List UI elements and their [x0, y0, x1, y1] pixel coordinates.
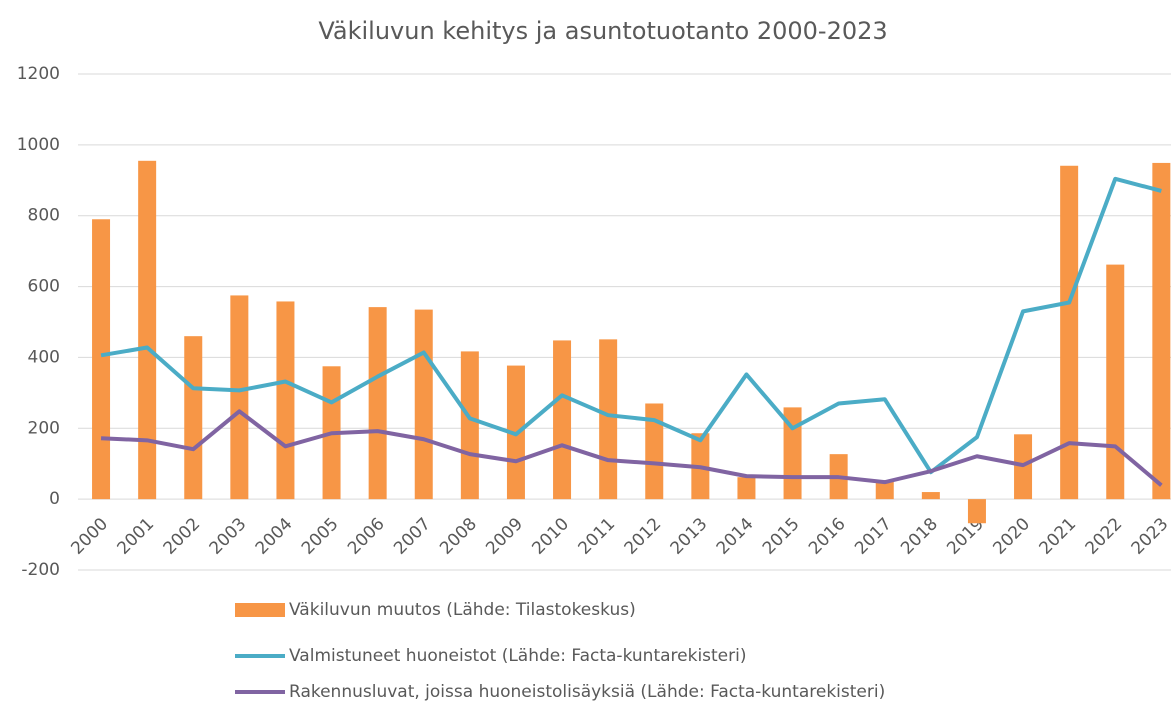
bar [553, 340, 572, 500]
x-tick-label: 2001 [113, 514, 158, 559]
x-tick-label: 2009 [482, 514, 527, 559]
legend-label: Valmistuneet huoneistot (Lähde: Facta-ku… [289, 646, 747, 666]
bar [460, 351, 479, 500]
chart-title: Väkiluvun kehitys ja asuntotuotanto 2000… [318, 17, 887, 45]
bar [184, 336, 203, 500]
bar [967, 499, 986, 524]
y-tick-label: 1000 [17, 135, 60, 155]
x-tick-label: 2002 [160, 514, 205, 559]
bar [276, 301, 295, 500]
x-tick-label: 2010 [528, 514, 573, 559]
y-tick-label: 200 [28, 418, 60, 438]
legend: Väkiluvun muutos (Lähde: Tilastokeskus) V… [235, 600, 885, 702]
x-tick-label: 2007 [390, 514, 435, 559]
x-tick-label: 2004 [252, 514, 297, 559]
x-tick-label: 2021 [1035, 514, 1080, 559]
bar [230, 295, 249, 500]
bar [1152, 162, 1171, 500]
x-tick-label: 2013 [667, 514, 712, 559]
y-tick-label: 1200 [17, 64, 60, 84]
x-tick-label: 2017 [851, 514, 896, 559]
x-tick-label: 2003 [206, 514, 251, 559]
bar [92, 219, 111, 500]
bar [921, 492, 940, 500]
y-tick-label: -200 [21, 560, 60, 580]
bar [414, 309, 433, 500]
bar [645, 403, 664, 500]
x-tick-label: 2000 [67, 514, 112, 559]
bar [737, 477, 756, 500]
y-tick-label: 400 [28, 347, 60, 367]
x-tick-label: 2015 [759, 514, 804, 559]
y-tick-label: 0 [49, 489, 60, 509]
x-tick-label: 2012 [621, 514, 666, 559]
x-tick-label: 2006 [344, 514, 389, 559]
x-tick-label: 2022 [1082, 514, 1127, 559]
bar [368, 307, 387, 500]
x-tick-label: 2011 [574, 514, 619, 559]
legend-label: Väkiluvun muutos (Lähde: Tilastokeskus) [289, 600, 636, 620]
legend-label: Rakennusluvat, joissa huoneistolisäyksiä… [289, 682, 885, 702]
x-tick-label: 2008 [436, 514, 481, 559]
bar [1060, 165, 1079, 500]
bar [1106, 264, 1125, 500]
y-tick-label: 600 [28, 277, 60, 297]
legend-swatch [235, 603, 285, 617]
x-tick-label: 2018 [897, 514, 942, 559]
y-tick-label: 800 [28, 206, 60, 226]
x-tick-label: 2020 [989, 514, 1034, 559]
line [100, 176, 1162, 475]
bar [138, 160, 157, 500]
line [100, 409, 1163, 487]
bar [599, 339, 618, 500]
bar [875, 480, 894, 500]
x-tick-label: 2016 [805, 514, 850, 559]
x-tick-label: 2005 [298, 514, 343, 559]
x-tick-label: 2014 [713, 514, 758, 559]
x-tick-label: 2023 [1128, 514, 1171, 559]
